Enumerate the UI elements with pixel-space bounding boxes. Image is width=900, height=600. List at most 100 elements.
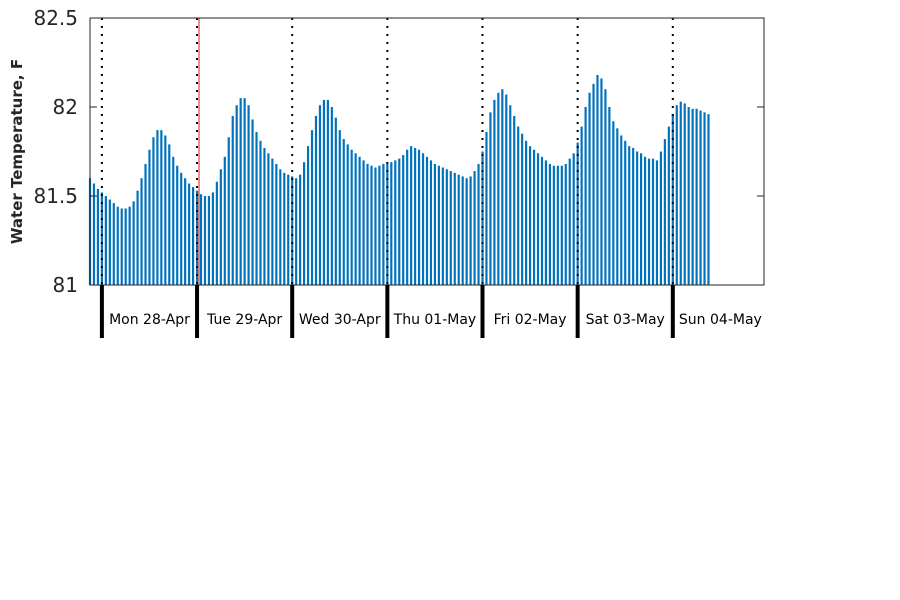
temperature-bar xyxy=(100,192,103,285)
temperature-bar xyxy=(259,140,262,285)
temperature-bar xyxy=(414,147,417,285)
temperature-bar xyxy=(219,169,222,285)
temperature-bar xyxy=(386,163,389,285)
temperature-bar xyxy=(243,98,246,285)
day-label: Mon 28-Apr xyxy=(109,312,190,328)
temperature-bar xyxy=(128,206,131,285)
temperature-bar xyxy=(394,160,397,285)
day-label: Thu 01-May xyxy=(393,312,477,328)
temperature-bar xyxy=(489,112,492,285)
temperature-bar xyxy=(564,163,567,285)
temperature-bar xyxy=(505,94,508,285)
temperature-bar xyxy=(469,176,472,285)
day-axis: Mon 28-Apr Tue 29-Apr Wed 30-Apr Thu 01-May… xyxy=(99,285,762,338)
temperature-bar xyxy=(425,156,429,285)
temperature-bar xyxy=(92,183,96,285)
temperature-bar xyxy=(207,196,211,285)
temperature-bar xyxy=(231,115,234,286)
temperature-bar xyxy=(509,105,512,285)
temperature-bar xyxy=(671,114,674,286)
temperature-bar xyxy=(255,131,258,285)
temperature-bar xyxy=(104,196,107,285)
temperature-bar xyxy=(695,108,698,285)
temperature-bar xyxy=(279,169,282,285)
temperature-bar xyxy=(358,156,361,285)
day-label: Sun 04-May xyxy=(679,312,762,328)
temperature-bar xyxy=(612,121,615,286)
temperature-bar xyxy=(116,206,119,285)
bar-series xyxy=(88,74,710,286)
temperature-bar xyxy=(640,153,643,285)
temperature-bar xyxy=(108,199,111,285)
temperature-bar xyxy=(295,178,298,285)
temperature-bar xyxy=(437,165,440,285)
temperature-bar xyxy=(703,112,706,285)
temperature-bar xyxy=(148,149,151,285)
temperature-bar xyxy=(628,146,631,285)
temperature-bar xyxy=(636,151,639,285)
plot-frame xyxy=(89,17,765,286)
temperature-bar xyxy=(513,115,516,286)
temperature-bar xyxy=(544,160,548,285)
temperature-bar xyxy=(576,142,579,285)
temperature-bar xyxy=(560,165,563,285)
temperature-bar xyxy=(552,165,555,285)
temperature-bar xyxy=(433,163,437,285)
temperature-bar xyxy=(655,160,659,285)
temperature-bar xyxy=(528,146,532,285)
temperature-bar xyxy=(299,174,302,285)
temperature-bar xyxy=(536,153,540,285)
temperature-bar xyxy=(239,98,242,285)
temperature-bar xyxy=(572,153,575,285)
temperature-bar xyxy=(461,176,464,285)
temperature-bar xyxy=(132,201,135,285)
temperature-bar xyxy=(140,178,143,285)
temperature-bar xyxy=(532,149,536,285)
y-tick-label: 81.5 xyxy=(33,184,78,208)
temperature-bar xyxy=(354,153,357,285)
temperature-bar xyxy=(346,144,349,285)
temperature-bar xyxy=(410,146,413,285)
temperature-bar xyxy=(449,171,452,285)
temperature-bar xyxy=(588,92,591,285)
temperature-bar xyxy=(647,158,651,285)
temperature-bar xyxy=(493,99,496,285)
temperature-bar xyxy=(659,151,663,285)
temperature-bar xyxy=(441,167,444,285)
temperature-bar xyxy=(366,163,369,285)
temperature-bar xyxy=(651,158,655,285)
temperature-bar xyxy=(540,156,544,285)
temperature-bar xyxy=(683,103,686,285)
temperature-bar xyxy=(497,92,500,285)
temperature-bar xyxy=(580,126,583,285)
temperature-bar xyxy=(667,126,670,285)
temperature-bar xyxy=(271,158,274,285)
temperature-bar xyxy=(378,165,381,285)
temperature-bar xyxy=(390,162,393,285)
temperature-bar xyxy=(616,128,619,285)
temperature-bar xyxy=(195,190,199,285)
temperature-bar xyxy=(370,165,373,285)
temperature-bar xyxy=(620,135,623,285)
temperature-bar xyxy=(176,165,179,285)
y-axis-label: Water Temperature, F xyxy=(8,59,26,244)
y-tick-label: 82 xyxy=(53,95,78,119)
y-tick-label: 82.5 xyxy=(33,6,78,30)
temperature-bar xyxy=(445,169,448,285)
temperature-bar xyxy=(632,147,635,285)
temperature-bar xyxy=(707,114,710,286)
temperature-bar xyxy=(465,178,468,285)
temperature-bar xyxy=(303,162,306,285)
temperature-bar xyxy=(691,108,694,285)
temperature-bar xyxy=(263,147,266,285)
temperature-bar xyxy=(188,183,191,285)
temperature-bar xyxy=(211,192,214,285)
temperature-bar xyxy=(675,105,678,285)
temperature-bar xyxy=(156,130,159,285)
temperature-bar xyxy=(184,178,187,285)
temperature-bar xyxy=(112,203,115,285)
temperature-bar xyxy=(334,117,337,286)
temperature-bar xyxy=(227,137,230,285)
temperature-bar xyxy=(215,181,218,285)
